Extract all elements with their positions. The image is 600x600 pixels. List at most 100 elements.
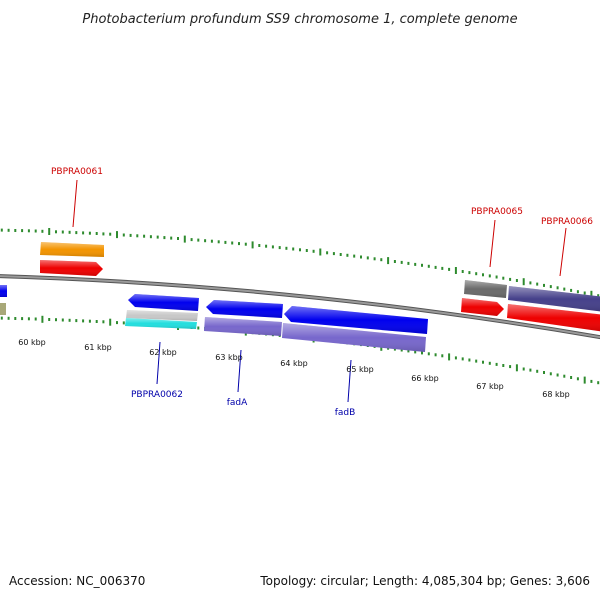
- minor-tick: [393, 260, 396, 263]
- minor-tick: [163, 236, 166, 240]
- gene-blue-pbpra0062[interactable]: [128, 294, 199, 311]
- upper-tick-arc: [0, 228, 600, 298]
- minor-tick: [34, 317, 37, 321]
- callout-line-pbpra0061: [72, 179, 78, 228]
- minor-tick: [509, 365, 512, 369]
- minor-tick: [75, 319, 78, 323]
- gene-fadb[interactable]: [282, 323, 426, 352]
- major-tick: [41, 315, 44, 323]
- gene-fada[interactable]: [204, 317, 282, 336]
- minor-tick: [448, 267, 451, 271]
- minor-tick: [102, 232, 105, 236]
- label-fada[interactable]: fadA: [227, 398, 248, 408]
- minor-tick: [421, 263, 423, 267]
- minor-tick: [339, 253, 342, 256]
- minor-tick: [529, 281, 532, 285]
- major-tick: [319, 248, 322, 256]
- minor-tick: [122, 233, 125, 237]
- scale-label: 62 kbp: [149, 348, 177, 357]
- minor-tick: [549, 285, 552, 289]
- callout-line-fadb: [347, 359, 352, 403]
- minor-tick: [88, 319, 91, 323]
- minor-tick: [21, 317, 24, 321]
- minor-tick: [75, 231, 78, 235]
- minor-tick: [576, 377, 579, 381]
- major-tick: [251, 241, 254, 249]
- major-tick: [583, 376, 586, 384]
- gene-pbpra0062[interactable]: [126, 310, 198, 321]
- minor-tick: [156, 235, 159, 239]
- minor-tick: [68, 318, 71, 322]
- minor-tick: [21, 229, 24, 233]
- minor-tick: [522, 367, 525, 371]
- scale-label: 68 kbp: [542, 390, 570, 399]
- minor-tick: [427, 264, 430, 268]
- minor-tick: [170, 236, 173, 240]
- minor-tick: [7, 316, 10, 320]
- scale-label: 66 kbp: [411, 374, 439, 383]
- gene-pbpra0065[interactable]: [464, 280, 507, 298]
- scale-label: 67 kbp: [476, 382, 504, 391]
- minor-tick: [441, 266, 444, 270]
- minor-tick: [556, 286, 559, 290]
- label-pbpra0061[interactable]: PBPRA0061: [51, 167, 103, 177]
- minor-tick: [217, 240, 220, 244]
- gene-red-right-small[interactable]: [461, 298, 504, 316]
- minor-tick: [400, 348, 403, 352]
- minor-tick: [488, 274, 491, 278]
- minor-tick: [570, 288, 573, 292]
- minor-tick: [597, 294, 600, 298]
- minor-tick: [454, 356, 457, 360]
- gene-pbpra0061[interactable]: [40, 242, 104, 257]
- gene-blue-fada-upper[interactable]: [206, 300, 283, 318]
- gene-red-left[interactable]: [40, 260, 103, 276]
- minor-tick: [536, 369, 539, 373]
- gene-blue-fadb-upper[interactable]: [284, 306, 428, 334]
- partial-gene-blue-left[interactable]: [0, 285, 7, 297]
- major-tick: [116, 231, 118, 239]
- minor-tick: [373, 257, 376, 261]
- minor-tick: [441, 354, 444, 358]
- minor-tick: [366, 256, 369, 260]
- minor-tick: [129, 233, 132, 237]
- minor-tick: [427, 352, 430, 356]
- minor-tick: [0, 228, 3, 232]
- partial-gene-olive-left[interactable]: [0, 303, 6, 315]
- minor-tick: [14, 317, 17, 320]
- scale-label: 64 kbp: [280, 359, 308, 368]
- label-pbpra0065[interactable]: PBPRA0065: [471, 207, 523, 217]
- minor-tick: [543, 283, 545, 287]
- minor-tick: [109, 232, 112, 236]
- minor-tick: [583, 291, 586, 295]
- minor-tick: [102, 320, 105, 324]
- accession-text: Accession: NC_006370: [9, 574, 145, 588]
- minor-tick: [407, 349, 410, 353]
- minor-tick: [570, 376, 573, 379]
- label-pbpra0066[interactable]: PBPRA0066: [541, 217, 593, 227]
- minor-tick: [597, 381, 600, 385]
- minor-tick: [488, 361, 491, 365]
- minor-tick: [468, 271, 471, 275]
- minor-tick: [482, 273, 484, 277]
- label-pbpra0062[interactable]: PBPRA0062: [131, 390, 183, 400]
- gene-pbpra0066[interactable]: [508, 286, 600, 312]
- minor-tick: [482, 360, 484, 364]
- minor-tick: [197, 238, 200, 242]
- gene-cyan[interactable]: [125, 318, 197, 329]
- major-tick: [454, 267, 457, 274]
- callout-line-pbpra0065: [489, 219, 496, 268]
- minor-tick: [190, 238, 193, 242]
- gene-red-right-large[interactable]: [507, 304, 600, 332]
- minor-tick: [332, 252, 335, 256]
- minor-tick: [326, 251, 329, 255]
- major-tick: [48, 228, 51, 235]
- minor-tick: [475, 272, 478, 276]
- minor-tick: [509, 277, 512, 281]
- label-fadb[interactable]: fadB: [335, 408, 356, 418]
- minor-tick: [407, 261, 410, 265]
- minor-tick: [502, 364, 505, 367]
- minor-tick: [82, 319, 85, 323]
- minor-tick: [393, 347, 396, 351]
- minor-tick: [210, 239, 213, 243]
